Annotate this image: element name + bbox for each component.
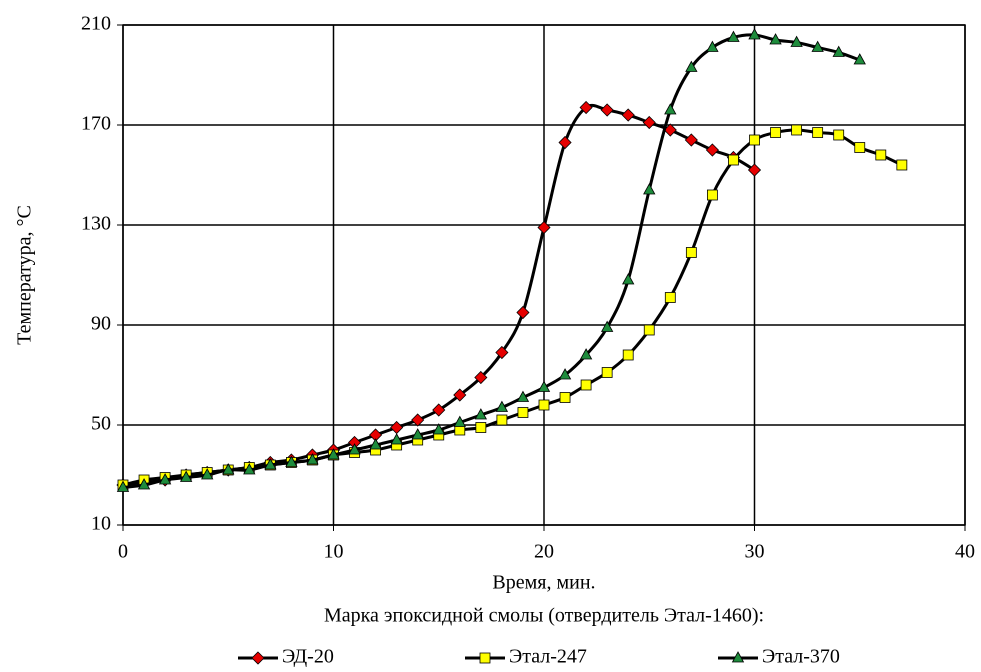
marker xyxy=(896,159,908,171)
x-tick-label: 30 xyxy=(745,541,765,563)
marker xyxy=(495,345,509,360)
marker xyxy=(537,380,551,392)
marker xyxy=(496,414,508,426)
marker xyxy=(811,40,824,52)
y-tick-label: 170 xyxy=(81,113,111,135)
marker xyxy=(685,60,698,72)
x-axis-label: Время, мин. xyxy=(492,572,595,594)
legend-label: Этал-370 xyxy=(762,646,840,668)
marker xyxy=(516,390,530,402)
marker xyxy=(453,388,467,402)
legend-title: Марка эпоксидной смолы (отвердитель Этал… xyxy=(324,605,764,627)
marker xyxy=(707,189,718,201)
series-line xyxy=(122,33,861,489)
marker xyxy=(558,135,572,150)
marker xyxy=(642,115,656,130)
marker xyxy=(684,133,698,147)
marker xyxy=(516,305,530,320)
x-tick-label: 10 xyxy=(324,541,344,563)
marker xyxy=(390,433,403,445)
marker xyxy=(749,134,760,146)
marker xyxy=(622,349,634,361)
marker xyxy=(179,470,193,482)
marker xyxy=(495,400,509,412)
marker xyxy=(833,129,845,141)
marker xyxy=(832,45,845,57)
marker xyxy=(411,413,425,427)
marker xyxy=(748,28,761,40)
y-tick-label: 210 xyxy=(81,13,111,35)
legend-label: Этал-247 xyxy=(509,646,587,668)
marker xyxy=(769,33,782,45)
marker xyxy=(579,348,593,360)
marker xyxy=(643,183,656,195)
marker xyxy=(251,651,265,665)
marker xyxy=(432,403,446,417)
marker xyxy=(580,379,592,391)
marker xyxy=(222,463,235,475)
y-axis-label: Температура, °C xyxy=(14,205,36,345)
y-tick-label: 90 xyxy=(91,313,111,335)
y-tick-label: 130 xyxy=(81,213,111,235)
marker xyxy=(432,423,445,435)
x-tick-label: 20 xyxy=(534,541,554,563)
x-tick-label: 40 xyxy=(955,541,975,563)
marker xyxy=(643,324,655,336)
marker xyxy=(854,142,866,153)
marker xyxy=(390,420,404,435)
marker xyxy=(285,455,298,467)
marker xyxy=(600,320,614,332)
marker xyxy=(348,443,361,455)
marker xyxy=(706,40,719,52)
marker xyxy=(812,127,824,138)
marker xyxy=(306,453,319,465)
x-tick-label: 0 xyxy=(118,541,128,563)
marker xyxy=(137,478,151,490)
marker xyxy=(770,127,781,138)
marker xyxy=(579,100,593,115)
marker xyxy=(559,392,571,403)
marker xyxy=(664,103,677,115)
marker xyxy=(622,273,635,285)
marker xyxy=(875,149,887,161)
marker xyxy=(727,30,740,42)
marker xyxy=(474,408,488,420)
marker xyxy=(453,415,466,427)
series-line xyxy=(122,128,903,487)
marker xyxy=(664,292,676,303)
marker xyxy=(790,35,803,47)
marker xyxy=(600,103,614,117)
marker xyxy=(601,367,613,378)
marker xyxy=(264,458,277,470)
plot-frame xyxy=(122,24,966,526)
marker xyxy=(243,463,256,475)
marker xyxy=(411,428,424,440)
marker xyxy=(685,247,697,258)
y-tick-label: 50 xyxy=(91,413,111,435)
marker xyxy=(621,108,635,122)
marker xyxy=(728,154,739,166)
marker xyxy=(475,422,487,433)
marker xyxy=(853,53,866,65)
legend-label: ЭД-20 xyxy=(282,646,334,668)
marker xyxy=(327,448,340,460)
marker xyxy=(705,143,719,157)
marker xyxy=(479,652,491,664)
marker xyxy=(201,468,214,480)
marker xyxy=(116,480,130,492)
marker xyxy=(158,473,172,485)
marker xyxy=(369,438,382,450)
marker xyxy=(731,651,745,663)
marker xyxy=(791,124,802,136)
y-tick-label: 10 xyxy=(91,513,111,535)
marker xyxy=(747,163,762,177)
marker xyxy=(474,370,488,385)
marker xyxy=(558,368,572,380)
marker xyxy=(537,220,551,235)
marker xyxy=(517,407,529,418)
marker xyxy=(538,399,550,411)
